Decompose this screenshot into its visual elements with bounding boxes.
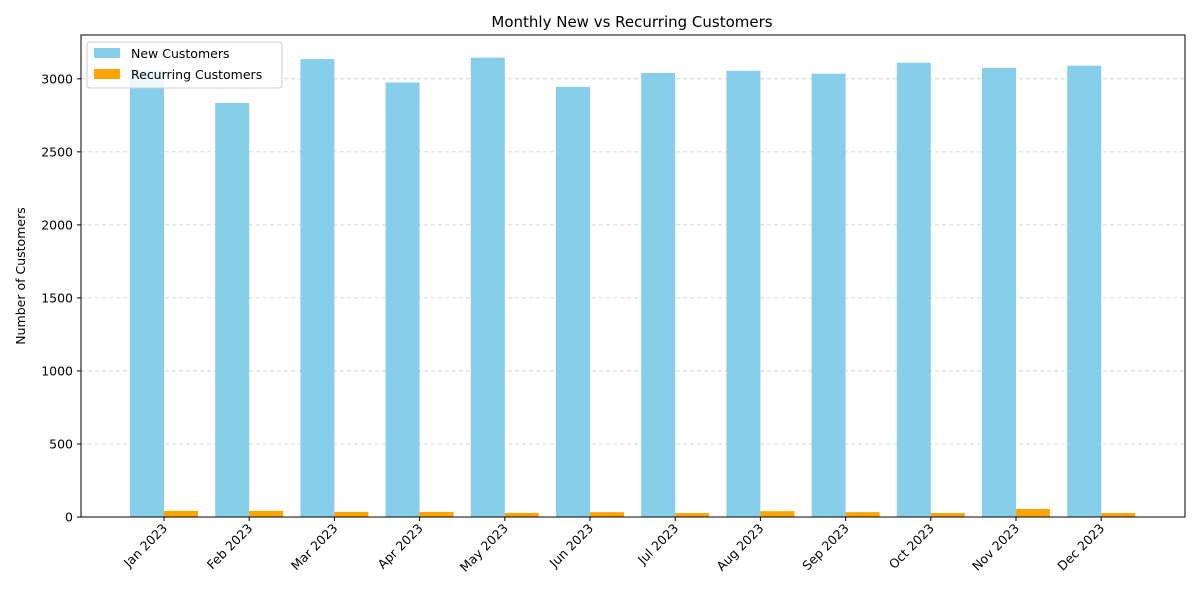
bar-new-customers <box>215 102 250 517</box>
bar-new-customers <box>896 62 931 517</box>
bar-new-customers <box>641 72 676 517</box>
bar-recurring-customers <box>419 511 454 517</box>
y-axis-label: Number of Customers <box>13 207 28 344</box>
bar-new-customers <box>130 70 164 518</box>
bar-recurring-customers <box>164 510 198 517</box>
legend: New Customers Recurring Customers <box>86 41 283 89</box>
bar-recurring-customers <box>249 510 284 517</box>
bar-recurring-customers <box>675 513 710 517</box>
y-tick-label: 1500 <box>41 290 73 305</box>
bar-new-customers <box>811 73 846 518</box>
bar-recurring-customers <box>760 511 795 517</box>
bar-new-customers <box>385 82 420 517</box>
y-axis-ticks: 0 500 1000 1500 2000 2500 3000 <box>41 71 81 525</box>
chart-title: Monthly New vs Recurring Customers <box>491 13 772 31</box>
bar-recurring-customers <box>1101 513 1136 517</box>
y-tick-label: 3000 <box>41 71 73 86</box>
y-tick-label: 2500 <box>41 144 73 159</box>
bar-recurring-customers <box>1016 508 1050 517</box>
bar-recurring-customers <box>334 511 369 517</box>
legend-label: Recurring Customers <box>131 67 262 82</box>
legend-label: New Customers <box>131 46 229 61</box>
bar-new-customers <box>556 86 590 518</box>
bar-new-customers <box>300 59 335 517</box>
y-tick-label: 500 <box>49 436 73 451</box>
bar-new-customers <box>982 67 1016 517</box>
bar-recurring-customers <box>930 513 965 517</box>
legend-box <box>86 41 283 89</box>
bar-recurring-customers <box>590 512 624 517</box>
bar-new-customers <box>726 70 761 517</box>
legend-swatch <box>94 48 120 58</box>
bar-new-customers <box>470 57 505 517</box>
bars <box>130 57 1136 518</box>
plot-frame <box>80 34 1186 518</box>
legend-swatch <box>94 69 120 79</box>
y-tick-label: 0 <box>65 510 73 525</box>
bar-new-customers <box>1067 65 1102 517</box>
y-tick-label: 1000 <box>41 363 73 378</box>
y-tick-label: 2000 <box>41 217 73 232</box>
bar-recurring-customers <box>845 512 880 517</box>
bar-recurring-customers <box>504 512 539 517</box>
